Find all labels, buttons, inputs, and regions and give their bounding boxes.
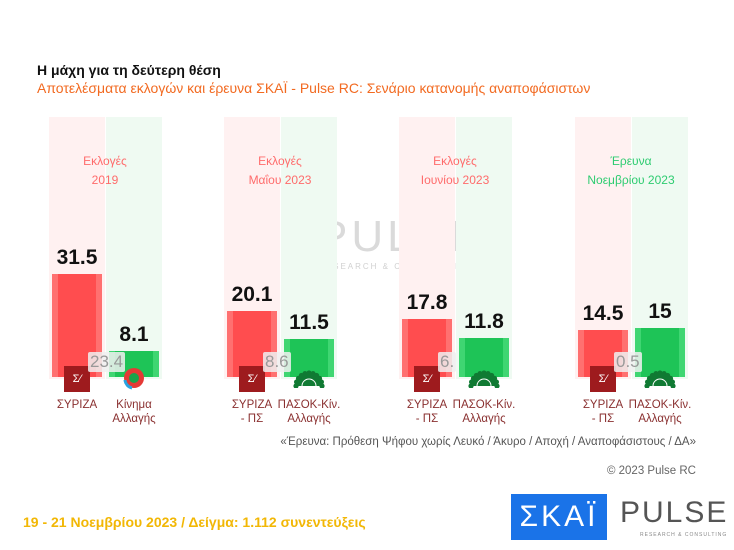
syriza-logo-icon: Σ⁄: [239, 366, 265, 392]
difference-label: 6.: [438, 352, 457, 372]
background-column-green: [281, 117, 337, 379]
value-label: 8.1: [119, 322, 149, 346]
value-label: 31.5: [56, 245, 98, 269]
party-label: ΠΑΣΟΚ-Κίν. Αλλαγής: [277, 399, 341, 425]
background-column-green: [106, 117, 162, 379]
period-label: Εκλογές 2019: [83, 154, 127, 187]
pulse-logo-subtitle: RESEARCH & CONSULTING: [640, 532, 728, 538]
bar: [635, 327, 685, 377]
party-label: ΣΥΡΙΖΑ: [56, 399, 98, 411]
difference-label: 23.4: [88, 352, 126, 372]
party-label: ΠΑΣΟΚ-Κίν. Αλλαγής: [452, 399, 516, 425]
background-column-green: [456, 117, 512, 379]
party-label: ΣΥΡΙΖΑ - ΠΣ: [231, 399, 273, 425]
syriza-logo-icon: Σ⁄: [64, 366, 90, 392]
syriza-logo-icon: Σ⁄: [590, 366, 616, 392]
value-label: 20.1: [231, 283, 273, 307]
survey-note: «Έρευνα: Πρόθεση Ψήφου χωρίς Λευκό / Άκυ…: [280, 436, 696, 448]
survey-dates-sample: 19 - 21 Νοεμβρίου 2023 / Δείγμα: 1.112 σ…: [23, 514, 366, 530]
syriza-logo-icon: Σ⁄: [414, 366, 440, 392]
chart-title: Η μάχη για τη δεύτερη θέση: [37, 62, 221, 78]
kinal-logo-icon: [122, 366, 146, 390]
copyright: © 2023 Pulse RC: [606, 465, 696, 477]
party-label: ΣΥΡΙΖΑ - ΠΣ: [406, 399, 448, 425]
skai-logo: ΣΚΑΪ: [511, 494, 607, 540]
pasok-sun-icon: [292, 368, 326, 389]
value-label: 17.8: [406, 290, 448, 314]
party-label: ΣΥΡΙΖΑ - ΠΣ: [582, 399, 624, 425]
party-label: Κίνημα Αλλαγής: [112, 399, 156, 425]
party-label: ΠΑΣΟΚ-Κίν. Αλλαγής: [628, 399, 692, 425]
period-label: Εκλογές Μαΐου 2023: [248, 154, 312, 187]
chart-subtitle: Αποτελέσματα εκλογών και έρευνα ΣΚΑΪ - P…: [37, 80, 591, 96]
period-label: Εκλογές Ιουνίου 2023: [420, 154, 490, 187]
pasok-sun-icon: [467, 368, 501, 389]
watermark-subtitle: RESEARCH & CONSULTING: [318, 262, 467, 271]
value-label: 11.5: [289, 311, 329, 335]
value-label: 14.5: [582, 301, 624, 325]
value-label: 15: [648, 299, 672, 323]
difference-label: 8.6: [263, 352, 291, 372]
difference-label: 0.5: [614, 352, 642, 372]
pulse-logo: PULSE: [620, 496, 729, 529]
value-label: 11.8: [464, 310, 504, 334]
pasok-sun-icon: [643, 368, 677, 389]
period-label: Έρευνα Νοεμβρίου 2023: [587, 154, 675, 187]
